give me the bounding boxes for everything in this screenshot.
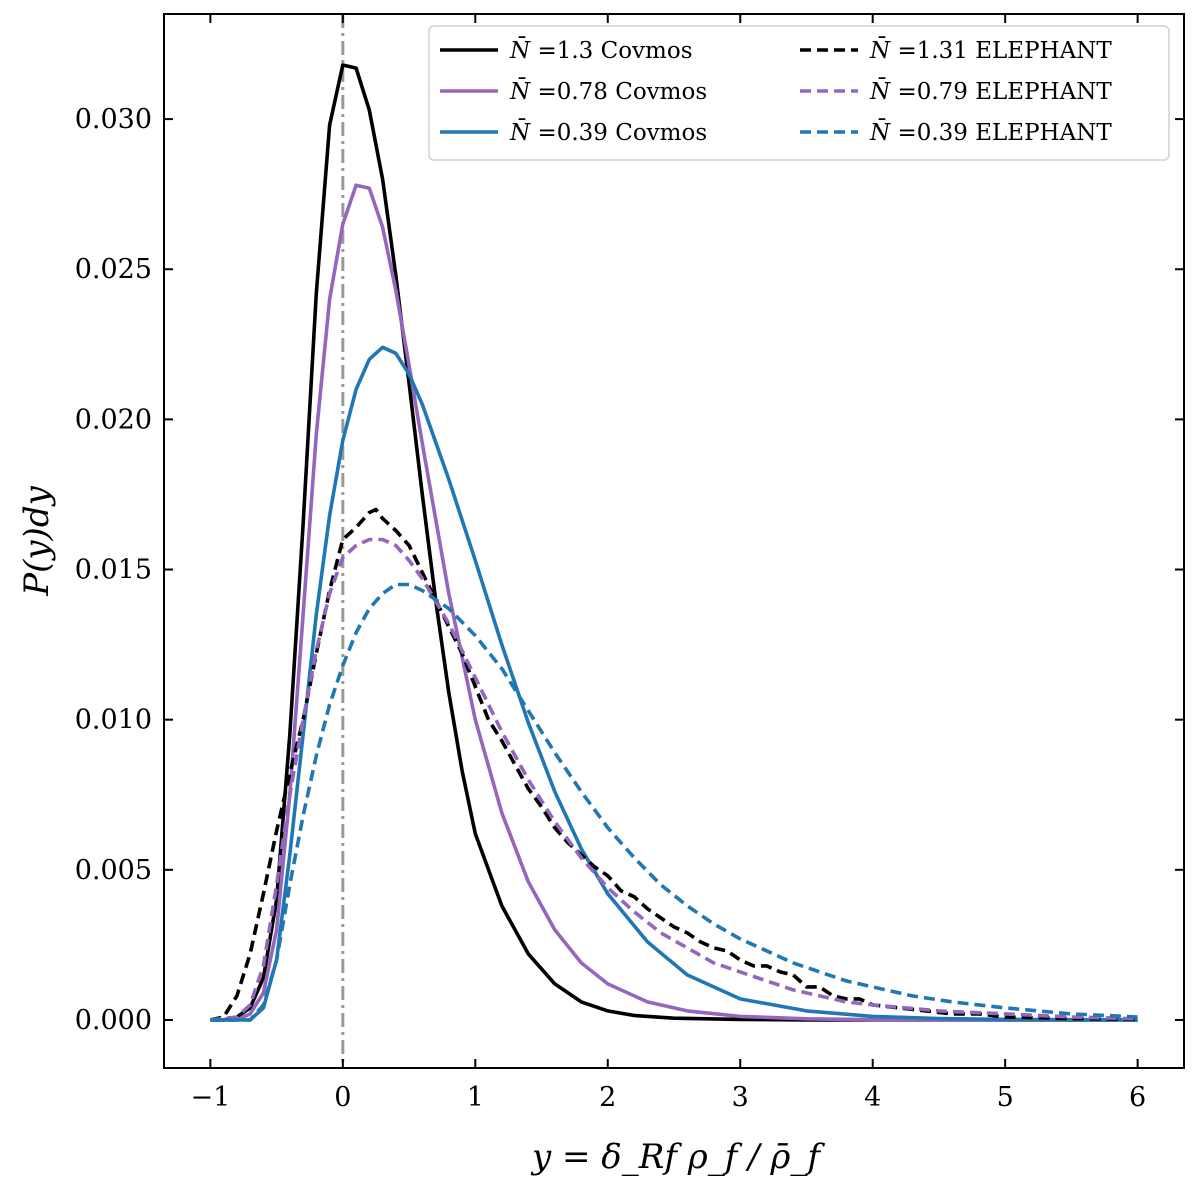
x-tick-label: −1 — [190, 1082, 230, 1113]
y-tick-label: 0.015 — [75, 555, 152, 586]
legend-label: N̄ =0.78 Covmos — [509, 78, 707, 105]
x-tick-label: 6 — [1129, 1082, 1146, 1113]
legend-box — [428, 25, 1170, 161]
legend-label: N̄ =0.79 ELEPHANT — [869, 78, 1112, 105]
ticks-layer: −1 0 1 2 3 4 5 6 0.000 0.005 0.010 0.015 0.020 0.025 0… — [75, 14, 1184, 1113]
legend-label: N̄ =0.39 ELEPHANT — [869, 119, 1112, 146]
series-line-5 — [210, 582, 1138, 1022]
x-tick-label: 0 — [334, 1082, 351, 1113]
legend-label: N̄ =0.39 Covmos — [509, 119, 707, 146]
plot-frame — [163, 13, 1185, 1069]
y-axis-label: P(y)dy — [17, 485, 57, 596]
series-line-1 — [210, 183, 1138, 1022]
x-axis-label: y = δ_Rf ρ_f / ρ̄_f — [530, 1137, 825, 1177]
legend-label: N̄ =1.3 Covmos — [509, 37, 693, 64]
x-tick-label: 5 — [997, 1082, 1014, 1113]
legend: N̄ =1.3 Covmos N̄ =0.78 Covmos N̄ =0.39 Co… — [428, 25, 1170, 161]
series-line-2 — [210, 345, 1138, 1022]
series-line-4 — [210, 537, 1138, 1022]
x-tick-label: 2 — [599, 1082, 616, 1113]
x-tick-label: 3 — [732, 1082, 749, 1113]
y-tick-label: 0.000 — [75, 1005, 152, 1036]
y-tick-label: 0.025 — [75, 254, 152, 285]
y-tick-label: 0.005 — [75, 855, 152, 886]
y-tick-label: 0.010 — [75, 705, 152, 736]
y-tick-label: 0.030 — [75, 104, 152, 135]
series-layer — [210, 63, 1138, 1022]
y-tick-label: 0.020 — [75, 404, 152, 435]
x-tick-label: 4 — [864, 1082, 881, 1113]
x-tick-label: 1 — [467, 1082, 484, 1113]
legend-label: N̄ =1.31 ELEPHANT — [869, 37, 1112, 64]
plot-background — [164, 14, 1184, 1068]
